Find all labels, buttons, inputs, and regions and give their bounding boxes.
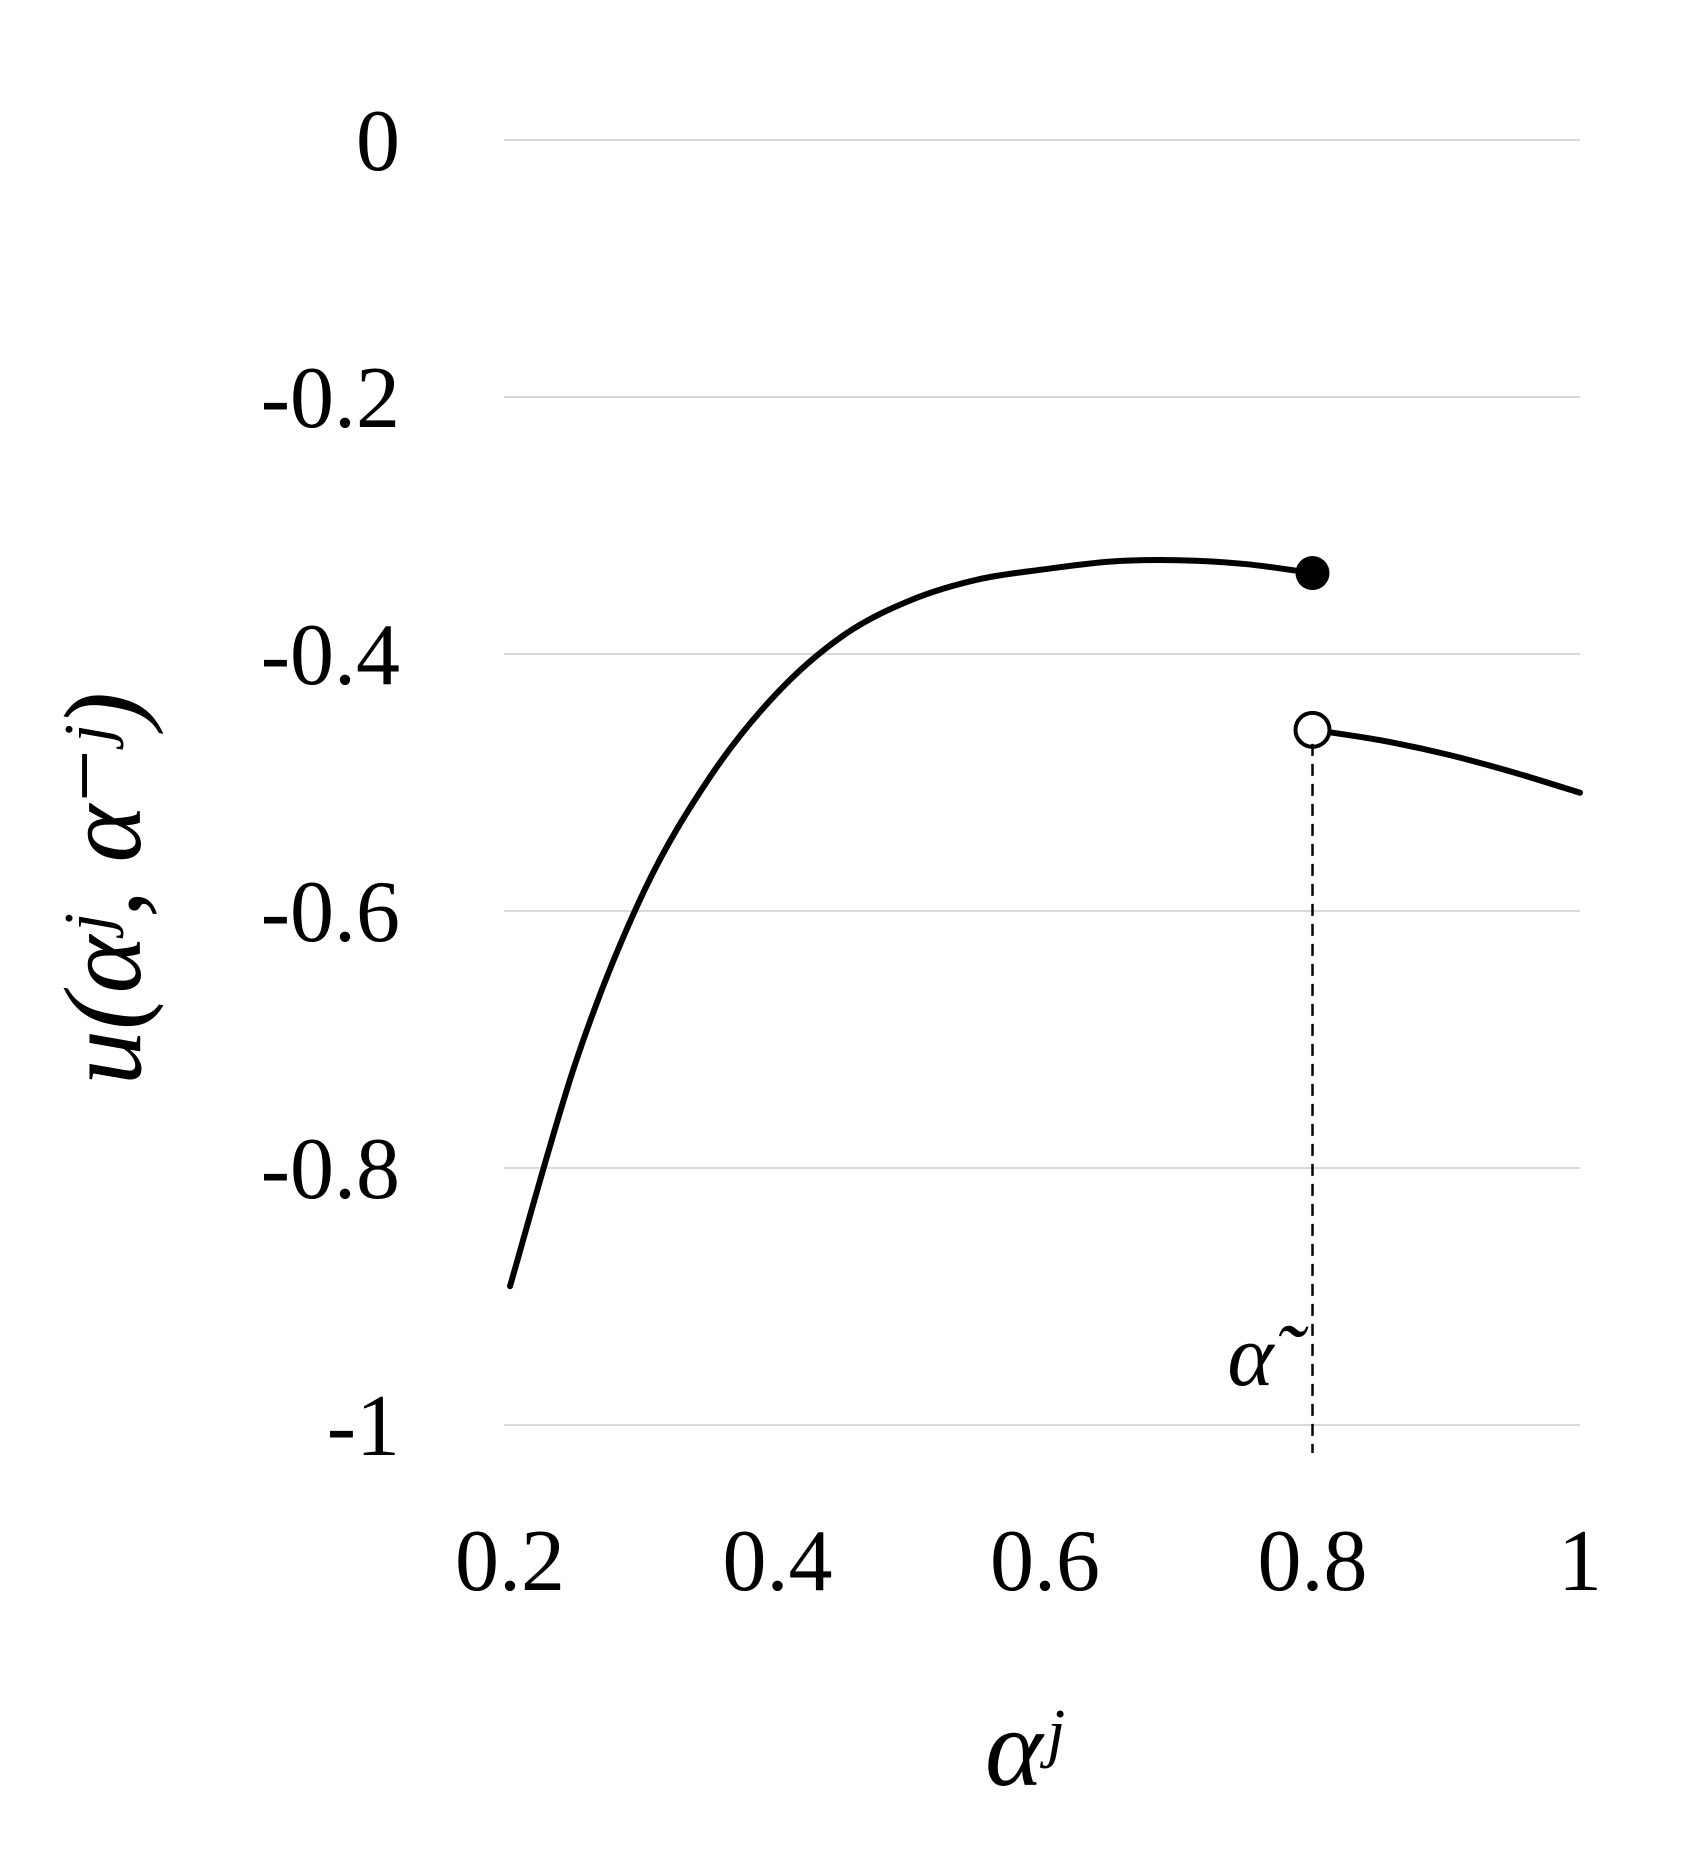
annotations: α̃ (1227, 744, 1312, 1453)
x-axis-ticks: 0.2 0.4 0.6 0.8 1 (455, 1513, 1602, 1610)
series-line-2 (1313, 730, 1581, 793)
y-axis-ticks: 0 -0.2 -0.4 -0.6 -0.8 -1 (261, 93, 400, 1475)
y-tick-label: -0.4 (261, 607, 400, 704)
x-tick-label: 0.6 (990, 1513, 1100, 1610)
series (510, 556, 1580, 1286)
series-line-1 (510, 560, 1313, 1286)
y-tick-label: -0.8 (261, 1121, 400, 1218)
x-tick-label: 0.4 (723, 1513, 833, 1610)
gridlines (504, 140, 1580, 1425)
x-tick-label: 0.2 (455, 1513, 565, 1610)
y-tick-label: -1 (327, 1378, 400, 1475)
x-tick-label: 0.8 (1258, 1513, 1368, 1610)
threshold-label: α̃ (1227, 1308, 1308, 1405)
y-axis-label-text: u(αʲ, α⁻ʲ) (42, 692, 164, 1085)
x-tick-label: 1 (1558, 1513, 1602, 1610)
y-axis-label: u(αʲ, α⁻ʲ) (42, 692, 164, 1085)
y-tick-label: 0 (356, 93, 400, 190)
y-tick-label: -0.6 (261, 864, 400, 961)
x-axis-label: αʲ (985, 1687, 1064, 1809)
y-tick-label: -0.2 (261, 350, 400, 447)
closed-endpoint-marker (1296, 556, 1330, 590)
open-endpoint-marker (1296, 713, 1330, 747)
